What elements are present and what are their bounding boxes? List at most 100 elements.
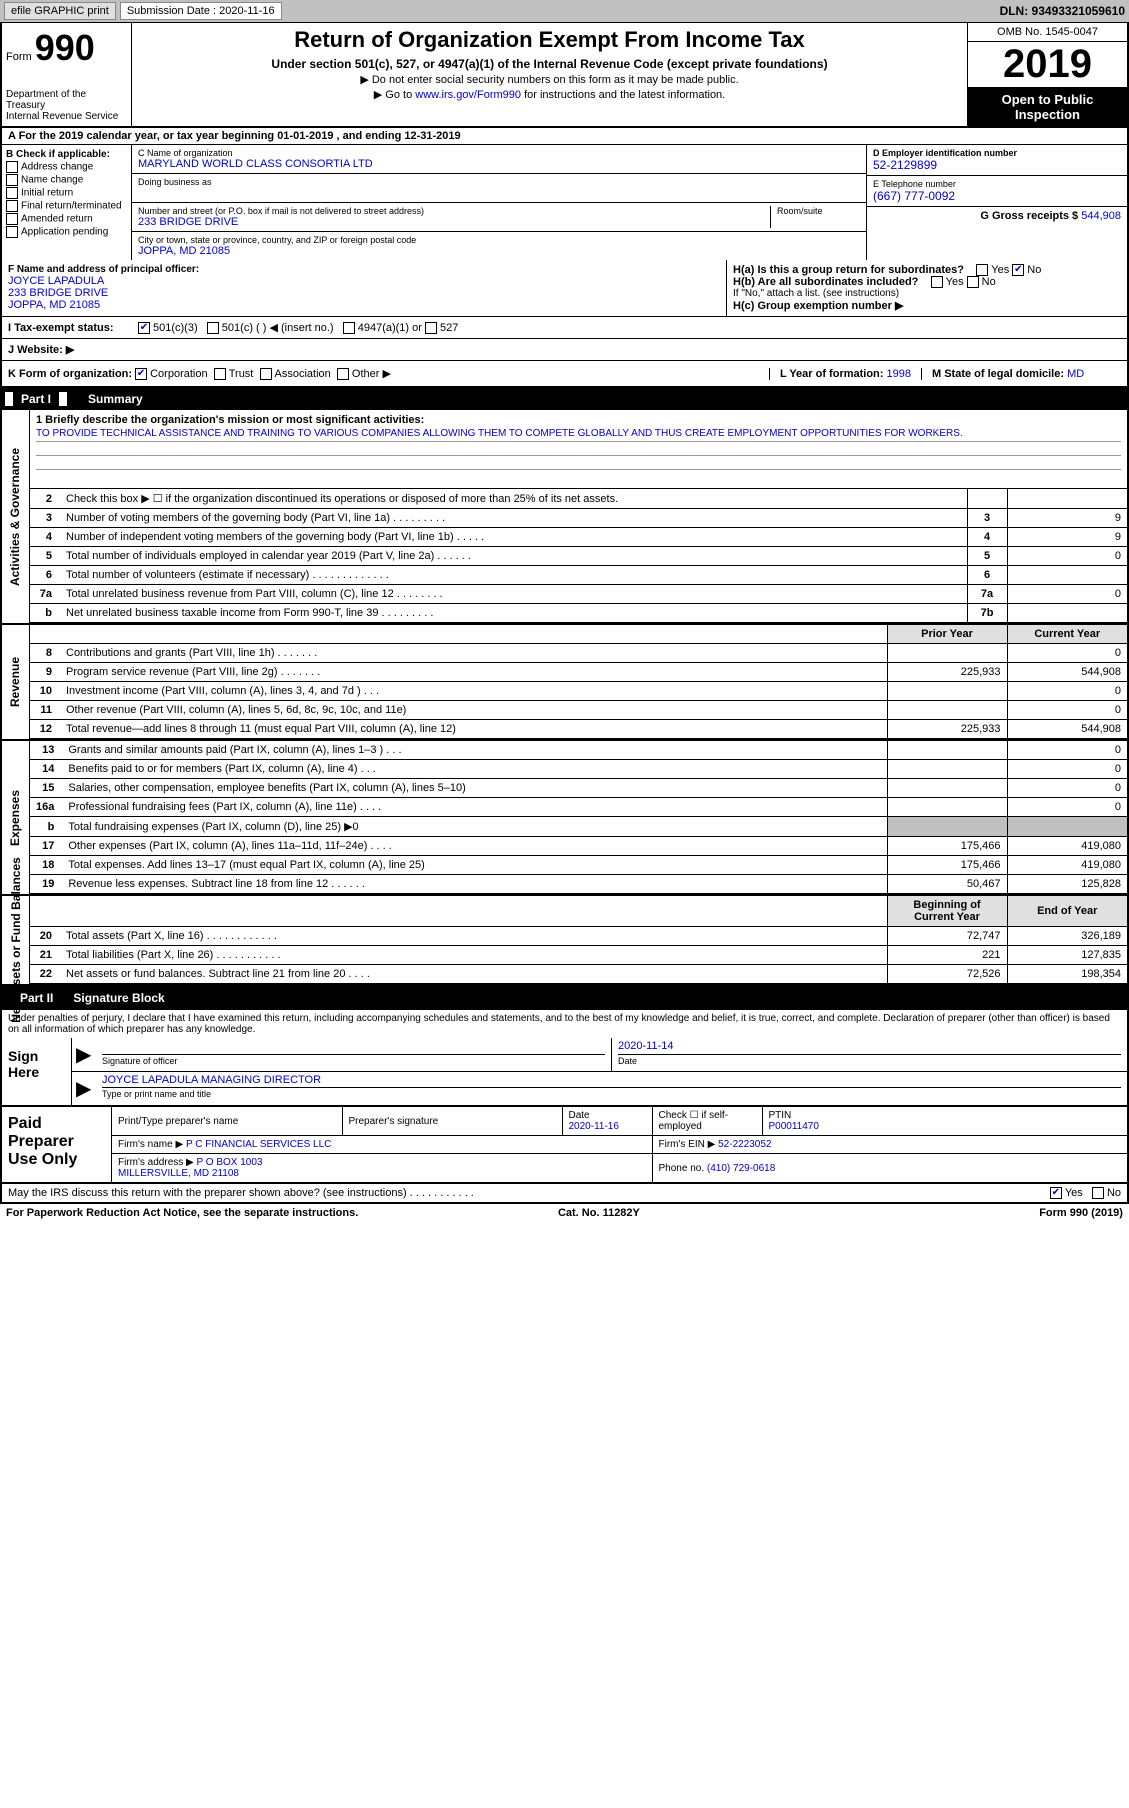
mission-box: 1 Briefly describe the organization's mi… [30, 410, 1127, 489]
cb-final[interactable]: Final return/terminated [21, 201, 122, 212]
cb-address[interactable]: Address change [21, 162, 93, 173]
omb-number: OMB No. 1545-0047 [968, 23, 1127, 42]
dln: DLN: 93493321059610 [1000, 4, 1125, 18]
table-row: 3Number of voting members of the governi… [30, 509, 1127, 528]
gross-label: G Gross receipts $ [980, 210, 1078, 222]
discuss-no[interactable] [1092, 1187, 1104, 1199]
vert-revenue: Revenue [2, 625, 30, 739]
ein: 52-2129899 [873, 158, 1121, 172]
name-label: C Name of organization [138, 148, 860, 158]
paid-label: Paid Preparer Use Only [2, 1107, 112, 1182]
table-row: 7aTotal unrelated business revenue from … [30, 585, 1127, 604]
table-row: 18Total expenses. Add lines 13–17 (must … [30, 856, 1127, 875]
table-row: 22Net assets or fund balances. Subtract … [30, 965, 1127, 984]
cb-initial[interactable]: Initial return [21, 188, 73, 199]
name-title-label: Type or print name and title [102, 1088, 1121, 1099]
summary-body: Activities & Governance 1 Briefly descri… [0, 410, 1129, 986]
form-word: Form [6, 51, 32, 63]
vert-netassets: Net Assets or Fund Balances [2, 896, 30, 984]
discuss-yes[interactable] [1050, 1187, 1062, 1199]
phone-label: E Telephone number [873, 179, 1121, 189]
form-ref: Form 990 (2019) [1039, 1207, 1123, 1219]
sign-date-label: Date [618, 1054, 1121, 1066]
mission-q: 1 Briefly describe the organization's mi… [36, 414, 1121, 426]
cb-amended[interactable]: Amended return [21, 214, 93, 225]
sign-arrow2-icon: ▶ [72, 1072, 96, 1105]
prep-sig-hdr: Preparer's signature [342, 1107, 562, 1136]
firm-name-label: Firm's name ▶ [118, 1139, 183, 1150]
officer-label: F Name and address of principal officer: [8, 264, 720, 275]
cb-name[interactable]: Name change [21, 175, 83, 186]
table-row: 10Investment income (Part VIII, column (… [30, 682, 1127, 701]
submission-date: Submission Date : 2020-11-16 [120, 2, 282, 20]
cb-pending[interactable]: Application pending [21, 227, 108, 238]
expenses-table: 13Grants and similar amounts paid (Part … [30, 741, 1127, 894]
l-year: 1998 [887, 368, 911, 380]
opt-corp: Corporation [150, 368, 207, 380]
cb-4947[interactable] [343, 322, 355, 334]
cat-no: Cat. No. 11282Y [558, 1207, 640, 1219]
cb-527[interactable] [425, 322, 437, 334]
i-label: I Tax-exempt status: [8, 322, 138, 334]
cb-assoc[interactable] [260, 368, 272, 380]
current-year-hdr: Current Year [1007, 625, 1127, 644]
firm-phone: (410) 729-0618 [707, 1163, 775, 1174]
governance-table: 2Check this box ▶ ☐ if the organization … [30, 489, 1127, 623]
cb-other[interactable] [337, 368, 349, 380]
sign-arrow-icon: ▶ [72, 1038, 96, 1071]
phone: (667) 777-0092 [873, 189, 1121, 203]
ptin: P00011470 [769, 1121, 819, 1132]
ptin-hdr: PTIN [769, 1110, 792, 1121]
paid-preparer-block: Paid Preparer Use Only Print/Type prepar… [0, 1107, 1129, 1184]
cb-501c[interactable] [207, 322, 219, 334]
table-row: 20Total assets (Part X, line 16) . . . .… [30, 927, 1127, 946]
sig-officer-label: Signature of officer [102, 1054, 605, 1066]
vert-governance: Activities & Governance [2, 410, 30, 623]
ein-label: D Employer identification number [873, 148, 1121, 158]
dba-label: Doing business as [138, 177, 860, 187]
city-label: City or town, state or province, country… [138, 235, 860, 245]
table-row: 16aProfessional fundraising fees (Part I… [30, 798, 1127, 817]
efile-button[interactable]: efile GRAPHIC print [4, 2, 116, 20]
table-row: 15Salaries, other compensation, employee… [30, 779, 1127, 798]
gross-receipts: 544,908 [1081, 210, 1121, 222]
paperwork-notice: For Paperwork Reduction Act Notice, see … [6, 1207, 358, 1219]
cb-501c3[interactable] [138, 322, 150, 334]
opt-trust: Trust [229, 368, 254, 380]
note-ssn: ▶ Do not enter social security numbers o… [142, 73, 957, 86]
prep-name-hdr: Print/Type preparer's name [112, 1107, 342, 1136]
cb-trust[interactable] [214, 368, 226, 380]
table-row: 4Number of independent voting members of… [30, 528, 1127, 547]
table-row: 8Contributions and grants (Part VIII, li… [30, 644, 1127, 663]
firm-ein: 52-2223052 [718, 1139, 771, 1150]
table-row: 14Benefits paid to or for members (Part … [30, 760, 1127, 779]
bottom-line: For Paperwork Reduction Act Notice, see … [0, 1204, 1129, 1222]
netassets-table: Beginning of Current YearEnd of Year 20T… [30, 896, 1127, 984]
note-link: ▶ Go to www.irs.gov/Form990 for instruct… [142, 88, 957, 101]
form-number: 990 [35, 27, 95, 68]
table-row: 9Program service revenue (Part VIII, lin… [30, 663, 1127, 682]
hc-label: H(c) Group exemption number ▶ [733, 300, 903, 312]
section-f-h: F Name and address of principal officer:… [0, 260, 1129, 317]
j-label: J Website: ▶ [8, 343, 74, 356]
table-row: 12Total revenue—add lines 8 through 11 (… [30, 720, 1127, 739]
prep-date: 2020-11-16 [569, 1121, 619, 1132]
section-b-to-g: B Check if applicable: Address change Na… [0, 145, 1129, 260]
dept-treasury: Department of the Treasury Internal Reve… [6, 89, 127, 122]
ha-label: H(a) Is this a group return for subordin… [733, 264, 964, 276]
cb-corp[interactable] [135, 368, 147, 380]
l-label: L Year of formation: [780, 368, 884, 380]
form-subtitle: Under section 501(c), 527, or 4947(a)(1)… [142, 57, 957, 71]
firm-ein-label: Firm's EIN ▶ [659, 1139, 716, 1150]
opt-501c: 501(c) ( ) ◀ (insert no.) [222, 321, 334, 334]
room-label: Room/suite [777, 206, 860, 216]
irs-link[interactable]: www.irs.gov/Form990 [415, 89, 521, 101]
street: 233 BRIDGE DRIVE [138, 216, 770, 228]
row-k: K Form of organization: Corporation Trus… [0, 361, 1129, 388]
tax-year: 2019 [968, 42, 1127, 87]
officer-city: JOPPA, MD 21085 [8, 299, 720, 311]
part1-title: Summary [88, 392, 143, 406]
firm-name: P C FINANCIAL SERVICES LLC [186, 1139, 331, 1150]
hb-note: If "No," attach a list. (see instruction… [733, 288, 1121, 299]
mission-text: TO PROVIDE TECHNICAL ASSISTANCE AND TRAI… [36, 426, 1121, 442]
